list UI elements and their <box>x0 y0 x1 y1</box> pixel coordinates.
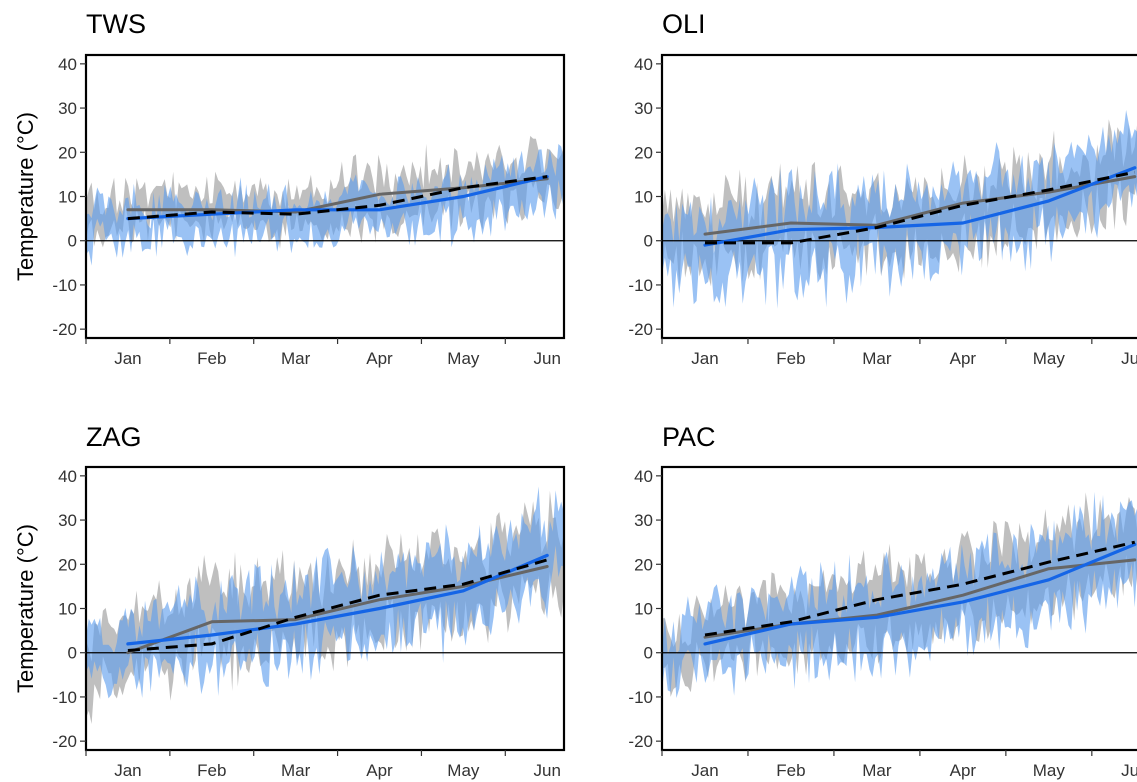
y-tick-label: -10 <box>628 276 653 295</box>
x-tick-label: Mar <box>862 761 892 780</box>
y-axis-label: Temperature (°C) <box>13 524 38 693</box>
y-tick-label: 0 <box>68 232 77 251</box>
x-tick-label: Feb <box>776 761 805 780</box>
y-tick-label: 10 <box>58 600 77 619</box>
plot-area <box>86 135 564 266</box>
y-tick-label: 0 <box>68 644 77 663</box>
y-tick-label: 10 <box>634 188 653 207</box>
x-tick-label: Feb <box>776 349 805 368</box>
series-line-dashed-line <box>705 170 1136 245</box>
x-tick-label: Jan <box>114 349 141 368</box>
y-tick-label: 40 <box>58 467 77 486</box>
y-tick-label: 30 <box>58 99 77 118</box>
series-line-gray-line <box>126 565 549 655</box>
y-tick-label: 10 <box>634 600 653 619</box>
x-tick-label: Jun <box>534 761 561 780</box>
panel-zag: ZAG Temperature (°C) -20 -10 0 10 20 30 40 Jan Feb… <box>13 422 566 780</box>
panel-title: TWS <box>86 9 146 39</box>
series-line-blue-line <box>126 553 549 646</box>
y-tick-label: -20 <box>628 732 653 751</box>
y-tick-label: 20 <box>634 143 653 162</box>
y-tick-label: -20 <box>628 320 653 339</box>
y-tick-label: -20 <box>52 732 77 751</box>
x-tick-label: Jan <box>691 349 718 368</box>
x-tick-label: May <box>1033 349 1066 368</box>
x-tick-label: Jun <box>1121 349 1137 368</box>
x-tick-label: Mar <box>862 349 892 368</box>
y-axis-label: Temperature (°C) <box>13 112 38 281</box>
plot-area <box>662 491 1137 698</box>
y-tick-label: 20 <box>634 555 653 574</box>
series-line-dashed-line <box>127 558 548 652</box>
y-tick-label: 20 <box>58 143 77 162</box>
x-tick-label: May <box>447 761 480 780</box>
y-tick-label: -10 <box>52 276 77 295</box>
x-tick-label: Apr <box>366 761 393 780</box>
x-tick-label: Feb <box>197 761 226 780</box>
blue-range-band <box>662 110 1137 309</box>
x-tick-label: Jan <box>114 761 141 780</box>
y-tick-label: -10 <box>628 688 653 707</box>
series-line-dashed-line <box>704 540 1136 637</box>
panel-pac: PAC -20 -10 0 10 20 30 40 Jan Feb Mar Apr May Jun <box>628 422 1137 780</box>
x-tick-label: May <box>1033 761 1066 780</box>
panel-title: ZAG <box>86 422 142 452</box>
y-tick-label: 20 <box>58 555 77 574</box>
x-tick-label: Mar <box>281 349 311 368</box>
plot-area <box>86 486 564 724</box>
y-tick-label: 10 <box>58 188 77 207</box>
y-tick-label: -20 <box>52 320 77 339</box>
series-line-gray-line <box>703 175 1137 236</box>
y-tick-label: 40 <box>634 467 653 486</box>
x-tick-label: Apr <box>366 349 393 368</box>
y-tick-label: 30 <box>58 511 77 530</box>
y-tick-label: -10 <box>52 688 77 707</box>
plot-area <box>662 110 1137 309</box>
x-tick-label: Jan <box>691 761 718 780</box>
series-line-dashed-line <box>127 175 548 221</box>
panel-title: PAC <box>662 422 716 452</box>
y-tick-label: 40 <box>634 55 653 74</box>
series-line-blue-line <box>703 166 1137 247</box>
panel-title: OLI <box>662 9 706 39</box>
x-tick-label: Jun <box>1121 761 1137 780</box>
panel-oli: OLI -20 -10 0 10 20 30 40 Jan Feb Mar Apr May Jun <box>628 9 1137 368</box>
x-tick-label: Apr <box>950 761 977 780</box>
panel-tws: TWS Temperature (°C) -20 -10 0 10 20 30 40 Jan Feb… <box>13 9 566 368</box>
series-line-blue-line <box>703 542 1137 646</box>
y-tick-label: 30 <box>634 511 653 530</box>
x-tick-label: Apr <box>950 349 977 368</box>
chart-panels: TWS Temperature (°C) -20 -10 0 10 20 30 40 Jan Feb… <box>13 9 1137 780</box>
blue-range-band <box>662 491 1137 698</box>
y-tick-label: 40 <box>58 55 77 74</box>
x-tick-label: Mar <box>281 761 311 780</box>
y-tick-label: 0 <box>644 644 653 663</box>
x-tick-label: Jun <box>534 349 561 368</box>
y-tick-label: 0 <box>644 232 653 251</box>
y-tick-label: 30 <box>634 99 653 118</box>
x-tick-label: May <box>447 349 480 368</box>
x-tick-label: Feb <box>197 349 226 368</box>
